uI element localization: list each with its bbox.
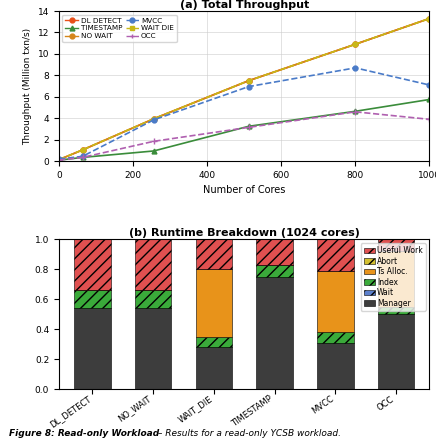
TIMESTAMP <box>246 124 251 129</box>
Bar <box>378 251 414 307</box>
MVCC <box>151 117 157 122</box>
Bar <box>135 308 171 389</box>
Bar <box>378 314 414 389</box>
MVCC <box>57 156 62 161</box>
WAIT_DIE <box>80 147 85 153</box>
Bar <box>196 269 232 337</box>
Line: NO_WAIT: NO_WAIT <box>57 16 432 162</box>
Bar <box>256 265 293 277</box>
Bar <box>317 332 354 343</box>
OCC <box>151 139 157 144</box>
X-axis label: Number of Cores: Number of Cores <box>203 185 285 195</box>
WAIT_DIE <box>57 157 62 162</box>
TIMESTAMP <box>353 109 358 114</box>
MVCC <box>427 82 432 88</box>
OCC <box>246 125 251 130</box>
NO_WAIT <box>80 147 85 153</box>
Line: TIMESTAMP: TIMESTAMP <box>57 97 432 162</box>
WAIT_DIE <box>427 16 432 21</box>
DL_DETECT <box>353 42 358 47</box>
Bar <box>135 290 171 308</box>
MVCC <box>353 65 358 70</box>
Text: Figure 8: Read-only Workload: Figure 8: Read-only Workload <box>9 429 159 438</box>
DL_DETECT <box>80 147 85 153</box>
Bar <box>378 307 414 314</box>
Bar <box>256 239 293 265</box>
WAIT_DIE <box>151 116 157 121</box>
DL_DETECT <box>57 157 62 162</box>
OCC <box>427 117 432 122</box>
DL_DETECT <box>427 16 432 21</box>
DL_DETECT <box>246 78 251 83</box>
Bar <box>196 347 232 389</box>
NO_WAIT <box>57 157 62 162</box>
Bar <box>135 239 171 290</box>
Y-axis label: Throughput (Million txn/s): Throughput (Million txn/s) <box>23 28 32 145</box>
OCC <box>353 109 358 114</box>
Bar <box>196 239 232 269</box>
TIMESTAMP <box>57 158 62 163</box>
MVCC <box>80 154 85 159</box>
NO_WAIT <box>427 16 432 21</box>
Title: (b) Runtime Breakdown (1024 cores): (b) Runtime Breakdown (1024 cores) <box>129 228 360 238</box>
NO_WAIT <box>246 78 251 83</box>
Line: WAIT_DIE: WAIT_DIE <box>57 16 432 162</box>
Line: OCC: OCC <box>56 108 433 164</box>
OCC <box>57 158 62 163</box>
Bar <box>256 277 293 389</box>
WAIT_DIE <box>353 42 358 47</box>
MVCC <box>246 84 251 89</box>
DL_DETECT <box>151 116 157 121</box>
NO_WAIT <box>151 116 157 121</box>
OCC <box>80 155 85 160</box>
TIMESTAMP <box>151 148 157 154</box>
Legend: Useful Work, Abort, Ts Alloc., Index, Wait, Manager: Useful Work, Abort, Ts Alloc., Index, Wa… <box>361 243 426 311</box>
Line: MVCC: MVCC <box>57 66 432 161</box>
Bar <box>317 239 354 271</box>
WAIT_DIE <box>246 78 251 83</box>
Text: – Results for a read-only YCSB workload.: – Results for a read-only YCSB workload. <box>155 429 341 438</box>
Title: (a) Total Throughput: (a) Total Throughput <box>180 0 309 10</box>
Bar <box>317 271 354 332</box>
Bar <box>74 308 110 389</box>
NO_WAIT <box>353 42 358 47</box>
Bar <box>378 239 414 251</box>
Bar <box>317 343 354 389</box>
Line: DL_DETECT: DL_DETECT <box>57 16 432 162</box>
TIMESTAMP <box>427 97 432 102</box>
Bar <box>74 239 110 290</box>
Bar <box>74 290 110 308</box>
Bar <box>196 337 232 347</box>
TIMESTAMP <box>80 155 85 160</box>
Legend: DL DETECT, TIMESTAMP, NO WAIT, MVCC, WAIT DIE, OCC: DL DETECT, TIMESTAMP, NO WAIT, MVCC, WAI… <box>62 15 177 42</box>
